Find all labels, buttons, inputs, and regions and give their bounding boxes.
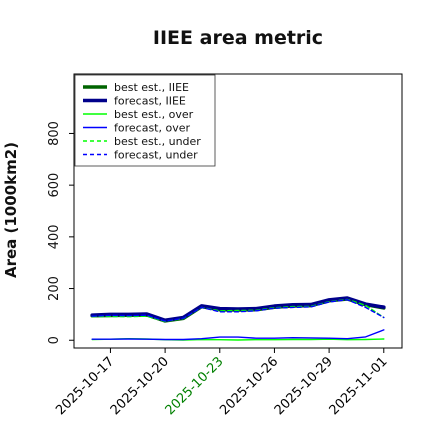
- chart-title: IIEE area metric: [153, 27, 323, 49]
- legend-label-6: forecast, under: [114, 149, 198, 162]
- legend-box: [74, 74, 216, 167]
- y-tick-label: 800: [47, 121, 62, 146]
- series-line-4: [91, 329, 385, 341]
- legend-label-3: best est., over: [114, 108, 194, 121]
- y-axis-label: Area (1000km2): [2, 142, 20, 278]
- legend-label-4: forecast, over: [114, 122, 190, 135]
- legend-label-1: best est., IIEE: [114, 81, 189, 94]
- y-tick-label: 0: [47, 336, 62, 344]
- legend-label-5: best est., under: [114, 135, 201, 148]
- y-tick-label: 400: [47, 224, 62, 249]
- series-line-2: [90, 296, 386, 323]
- plot-frame: [73, 73, 403, 349]
- y-tick-label: 200: [47, 276, 62, 301]
- y-tick-label: 600: [47, 173, 62, 198]
- series-line-6: [91, 299, 385, 322]
- legend-label-2: forecast, IIEE: [114, 95, 186, 108]
- x-tick-label: 2025-11-01: [327, 354, 391, 418]
- series-line-5: [91, 298, 385, 323]
